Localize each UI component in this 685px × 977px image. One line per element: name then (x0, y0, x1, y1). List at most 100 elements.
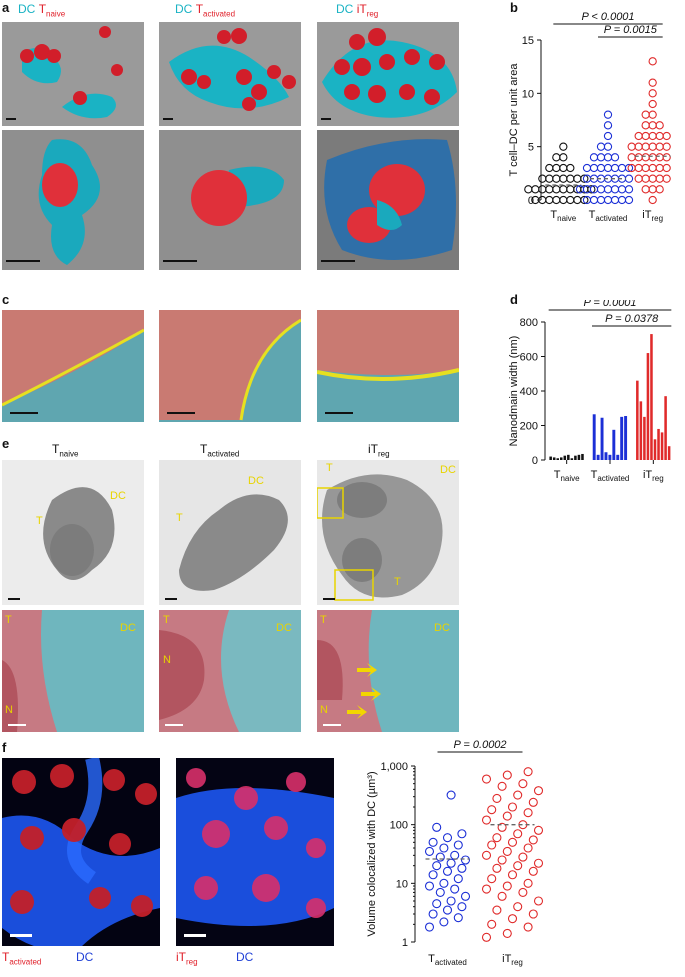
tem-label-n: N (163, 654, 171, 666)
data-point (596, 195, 606, 205)
tem-label-t: T (163, 614, 170, 626)
data-point (603, 195, 613, 205)
bar (646, 353, 650, 460)
data-point (627, 142, 636, 151)
data-point (439, 878, 449, 888)
data-point (545, 185, 554, 194)
data-point (648, 89, 657, 98)
data-point (662, 131, 671, 141)
data-point (559, 142, 568, 151)
x-tick-label: Tactivated (589, 209, 628, 223)
p-value-annotation: P < 0.0001 (581, 11, 634, 23)
bar (612, 429, 616, 460)
y-tick-label: 0 (532, 455, 538, 467)
data-point (641, 121, 650, 130)
data-point (442, 905, 453, 915)
data-point (518, 852, 528, 862)
data-point (432, 861, 442, 871)
bar (657, 428, 660, 460)
data-point (634, 153, 643, 162)
tem-label-t: T (320, 614, 327, 626)
data-point (435, 887, 445, 897)
data-point (460, 891, 471, 901)
sem-c-activated (159, 310, 301, 422)
data-point (481, 884, 492, 894)
data-point (655, 142, 664, 151)
data-point (573, 195, 582, 205)
bar (660, 432, 664, 460)
bar (592, 414, 596, 460)
data-point (617, 163, 627, 173)
y-tick-label: 5 (528, 142, 534, 154)
data-point (524, 185, 533, 194)
tem-label-n: N (5, 704, 13, 716)
data-point (487, 874, 497, 884)
data-point (634, 142, 643, 151)
bar (639, 401, 643, 460)
data-point (513, 829, 523, 839)
y-tick-label: 200 (520, 421, 538, 433)
panel-label-d: d (510, 292, 518, 307)
sem-ireg-overview (317, 22, 459, 126)
tem-naive-closeup (2, 610, 144, 732)
data-point (648, 57, 657, 66)
data-point (502, 928, 512, 938)
data-point (507, 802, 518, 812)
bar (636, 380, 639, 460)
legend-ireg: iTreg (176, 950, 198, 967)
data-point (655, 163, 664, 173)
data-point (610, 185, 620, 194)
data-point (624, 195, 634, 205)
data-point (523, 843, 533, 853)
data-point (428, 837, 438, 847)
bar (643, 416, 646, 460)
data-point (662, 142, 671, 151)
data-point (589, 163, 599, 173)
y-tick-label: 15 (522, 35, 534, 47)
data-point (507, 870, 518, 880)
data-point (453, 840, 463, 850)
data-point (531, 195, 540, 205)
data-point (559, 153, 568, 162)
data-point (533, 896, 544, 906)
data-point (446, 790, 456, 800)
data-point (662, 163, 671, 173)
data-point (487, 805, 497, 815)
data-point (523, 878, 533, 888)
data-point (502, 770, 512, 780)
data-point (439, 843, 449, 853)
p-value-annotation: P = 0.0001 (583, 300, 636, 309)
bar (596, 454, 600, 460)
tem-naive-overview (2, 460, 144, 605)
data-point (648, 131, 657, 141)
data-point (528, 866, 538, 876)
data-point (655, 131, 664, 141)
data-point (603, 131, 613, 141)
panel-label-e: e (2, 436, 10, 451)
data-point (596, 185, 606, 194)
x-tick-label: iTreg (642, 209, 663, 223)
data-point (627, 153, 636, 162)
tem-label-dc: DC (248, 475, 264, 487)
data-point (528, 909, 538, 919)
data-point (507, 914, 518, 924)
data-point (487, 919, 497, 929)
tem-label-dc: DC (434, 622, 450, 634)
data-point (634, 174, 643, 183)
data-point (559, 185, 568, 194)
data-point (533, 786, 544, 796)
p-value-annotation: P = 0.0002 (453, 740, 506, 751)
bar (624, 416, 628, 460)
data-point (566, 185, 575, 194)
data-point (655, 185, 664, 194)
x-tick-label: iTreg (502, 953, 523, 967)
data-point (502, 881, 512, 891)
x-tick-label: Tactivated (591, 469, 630, 483)
data-point (617, 185, 627, 194)
data-point (655, 174, 664, 183)
y-tick-label: 1,000 (380, 761, 408, 773)
confocal-ireg (176, 758, 334, 946)
y-tick-label: 10 (396, 878, 408, 890)
y-tick-label: 600 (520, 352, 538, 364)
